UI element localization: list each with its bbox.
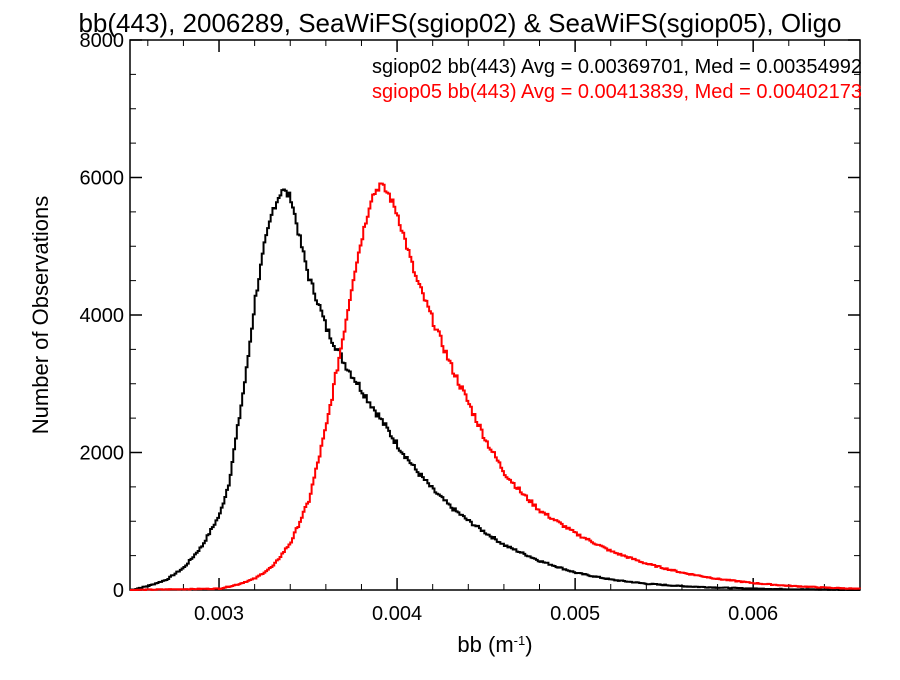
series-sgiop02-line — [130, 188, 860, 591]
x-axis-label-main: bb (m — [457, 632, 513, 657]
x-tick-label: 0.003 — [194, 603, 244, 625]
x-axis-label-superscript: -1 — [514, 633, 526, 648]
x-axis-label: bb (m-1) — [457, 632, 532, 657]
y-tick-label: 6000 — [80, 168, 125, 190]
y-tick-label: 0 — [113, 580, 124, 602]
y-axis-label: Number of Observations — [28, 196, 53, 434]
legend-annotation-sgiop02: sgiop02 bb(443) Avg = 0.00369701, Med = … — [372, 56, 862, 78]
chart-title: bb(443), 2006289, SeaWiFS(sgiop02) & Sea… — [78, 8, 841, 38]
x-tick-label: 0.006 — [728, 603, 778, 625]
y-tick-label: 2000 — [80, 443, 125, 465]
y-tick-label: 8000 — [80, 30, 125, 52]
x-tick-label: 0.004 — [372, 603, 422, 625]
series-sgiop05-line — [130, 182, 861, 591]
y-tick-label: 4000 — [80, 305, 125, 327]
x-tick-label: 0.005 — [550, 603, 600, 625]
x-axis: 0.003 0.004 0.005 0.006 — [147, 40, 861, 625]
x-axis-label-tail: ) — [525, 632, 532, 657]
legend-annotation-sgiop05: sgiop05 bb(443) Avg = 0.00413839, Med = … — [372, 81, 862, 103]
plot-frame — [129, 39, 861, 591]
y-axis: 0 2000 4000 6000 8000 — [80, 30, 860, 602]
series-layer — [130, 182, 861, 591]
